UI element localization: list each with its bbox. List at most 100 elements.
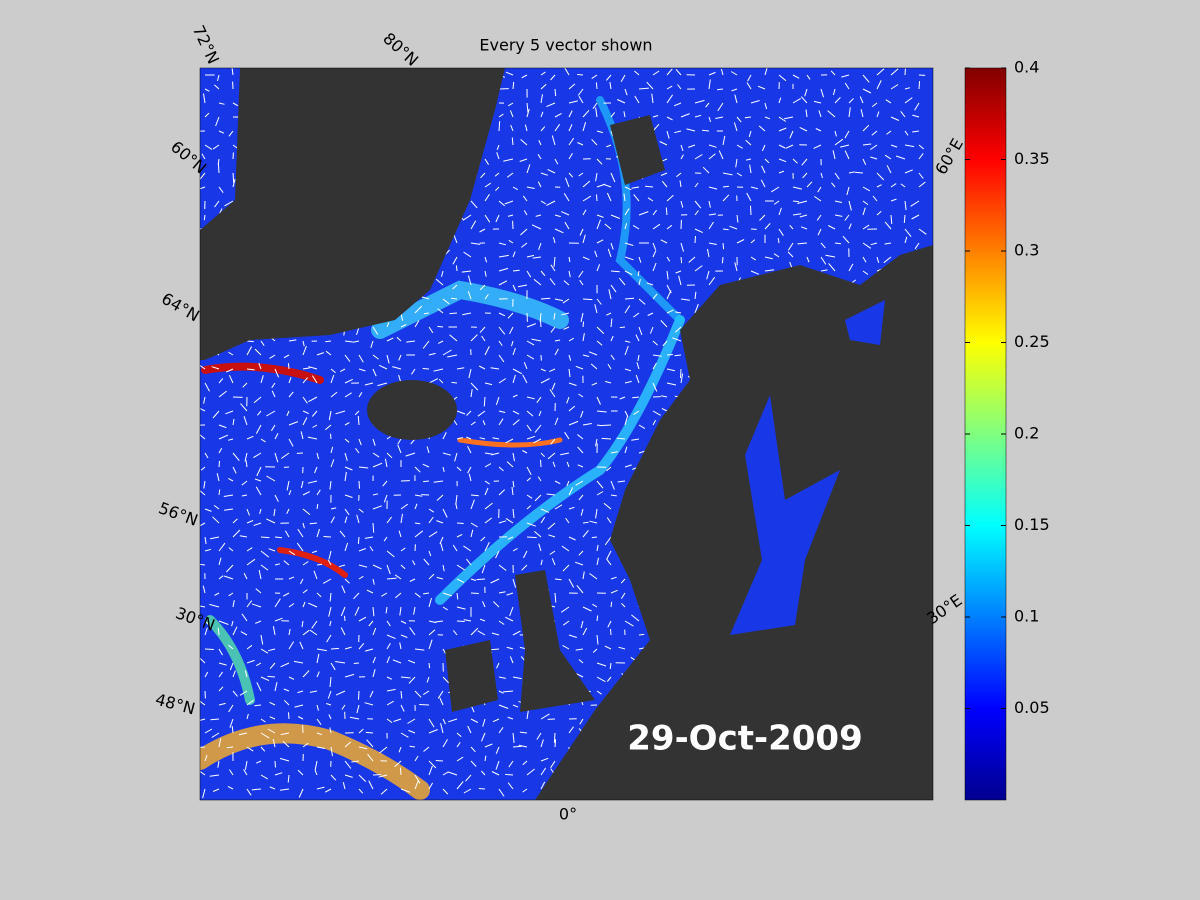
- current-vector: [386, 452, 393, 459]
- current-vector: [322, 578, 332, 584]
- current-vector: [455, 494, 458, 505]
- current-vector: [414, 592, 421, 598]
- current-vector: [761, 144, 766, 152]
- current-vector: [442, 771, 449, 776]
- current-vector: [447, 771, 458, 776]
- current-vector: [316, 528, 320, 538]
- current-vector: [680, 113, 690, 118]
- current-vector: [255, 588, 262, 594]
- current-vector: [638, 298, 646, 305]
- current-vector: [638, 633, 645, 636]
- current-vector: [568, 137, 575, 146]
- current-vector: [335, 690, 346, 696]
- current-vector: [442, 676, 450, 684]
- current-vector: [358, 508, 364, 513]
- current-vector: [903, 214, 906, 223]
- current-vector: [386, 550, 395, 558]
- current-vector: [526, 466, 532, 476]
- current-vector: [243, 572, 248, 580]
- current-vector: [435, 278, 444, 286]
- current-vector: [367, 753, 374, 762]
- current-vector: [563, 620, 570, 626]
- baltic-sea: [730, 395, 840, 635]
- current-vector: [770, 186, 780, 193]
- current-vector: [666, 194, 674, 202]
- current-vector: [251, 603, 262, 608]
- current-vector: [243, 769, 248, 776]
- current-vector: [773, 200, 780, 205]
- current-vector: [552, 461, 556, 468]
- current-vector: [799, 126, 808, 132]
- current-vector: [862, 88, 872, 94]
- current-vector: [666, 85, 673, 90]
- current-vector: [214, 84, 220, 90]
- current-vector: [631, 438, 640, 441]
- current-vector: [886, 165, 892, 174]
- current-vector: [414, 779, 420, 790]
- current-vector: [428, 760, 437, 769]
- current-vector: [680, 242, 684, 252]
- current-vector: [358, 466, 369, 469]
- current-vector: [484, 158, 490, 165]
- current-vector: [484, 294, 489, 300]
- current-vector: [778, 116, 787, 122]
- current-vector: [547, 452, 556, 460]
- current-vector: [212, 410, 220, 419]
- current-vector: [274, 772, 283, 776]
- current-vector: [758, 125, 766, 132]
- current-vector: [512, 630, 521, 636]
- current-vector: [606, 517, 612, 524]
- current-vector: [246, 435, 254, 440]
- current-vector: [456, 732, 462, 737]
- map-frame: [199, 67, 934, 801]
- current-vector: [312, 550, 318, 554]
- current-vector: [307, 436, 318, 440]
- current-vector: [386, 642, 391, 650]
- current-vector: [708, 213, 717, 216]
- current-vector: [392, 659, 402, 664]
- current-vector: [212, 516, 220, 524]
- current-vector: [505, 616, 514, 622]
- current-vector: [579, 279, 584, 286]
- current-vector: [624, 345, 629, 356]
- current-vector: [764, 269, 775, 272]
- current-vector: [746, 82, 752, 90]
- current-vector: [280, 732, 290, 736]
- current-vector: [498, 489, 506, 496]
- current-vector: [297, 716, 304, 720]
- current-vector: [666, 368, 676, 372]
- current-vector: [526, 254, 535, 258]
- current-vector: [806, 256, 810, 263]
- current-vector: [666, 130, 670, 139]
- current-vector: [484, 487, 489, 496]
- current-vector: [582, 606, 592, 612]
- current-vector: [652, 354, 662, 357]
- current-vector: [254, 478, 262, 482]
- current-vector: [778, 127, 787, 132]
- current-vector: [435, 620, 444, 623]
- current-vector: [554, 348, 559, 356]
- current-vector: [666, 354, 673, 356]
- current-vector: [242, 382, 248, 388]
- current-vector: [232, 172, 235, 183]
- current-vector: [288, 550, 296, 556]
- current-vector: [492, 437, 500, 440]
- current-vector: [273, 508, 276, 517]
- current-vector: [274, 433, 279, 440]
- current-vector: [594, 250, 598, 258]
- current-vector: [227, 438, 234, 441]
- current-vector: [244, 670, 248, 678]
- current-vector: [478, 365, 486, 370]
- current-vector: [596, 615, 599, 622]
- current-vector: [232, 452, 240, 462]
- current-vector: [674, 354, 682, 357]
- current-vector: [568, 354, 572, 361]
- current-vector: [496, 662, 500, 669]
- current-vector: [255, 424, 262, 434]
- current-vector: [465, 774, 472, 782]
- current-vector: [414, 466, 421, 473]
- current-vector: [605, 74, 612, 81]
- current-vector: [344, 578, 350, 584]
- current-vector: [862, 200, 869, 206]
- current-vector: [524, 124, 528, 132]
